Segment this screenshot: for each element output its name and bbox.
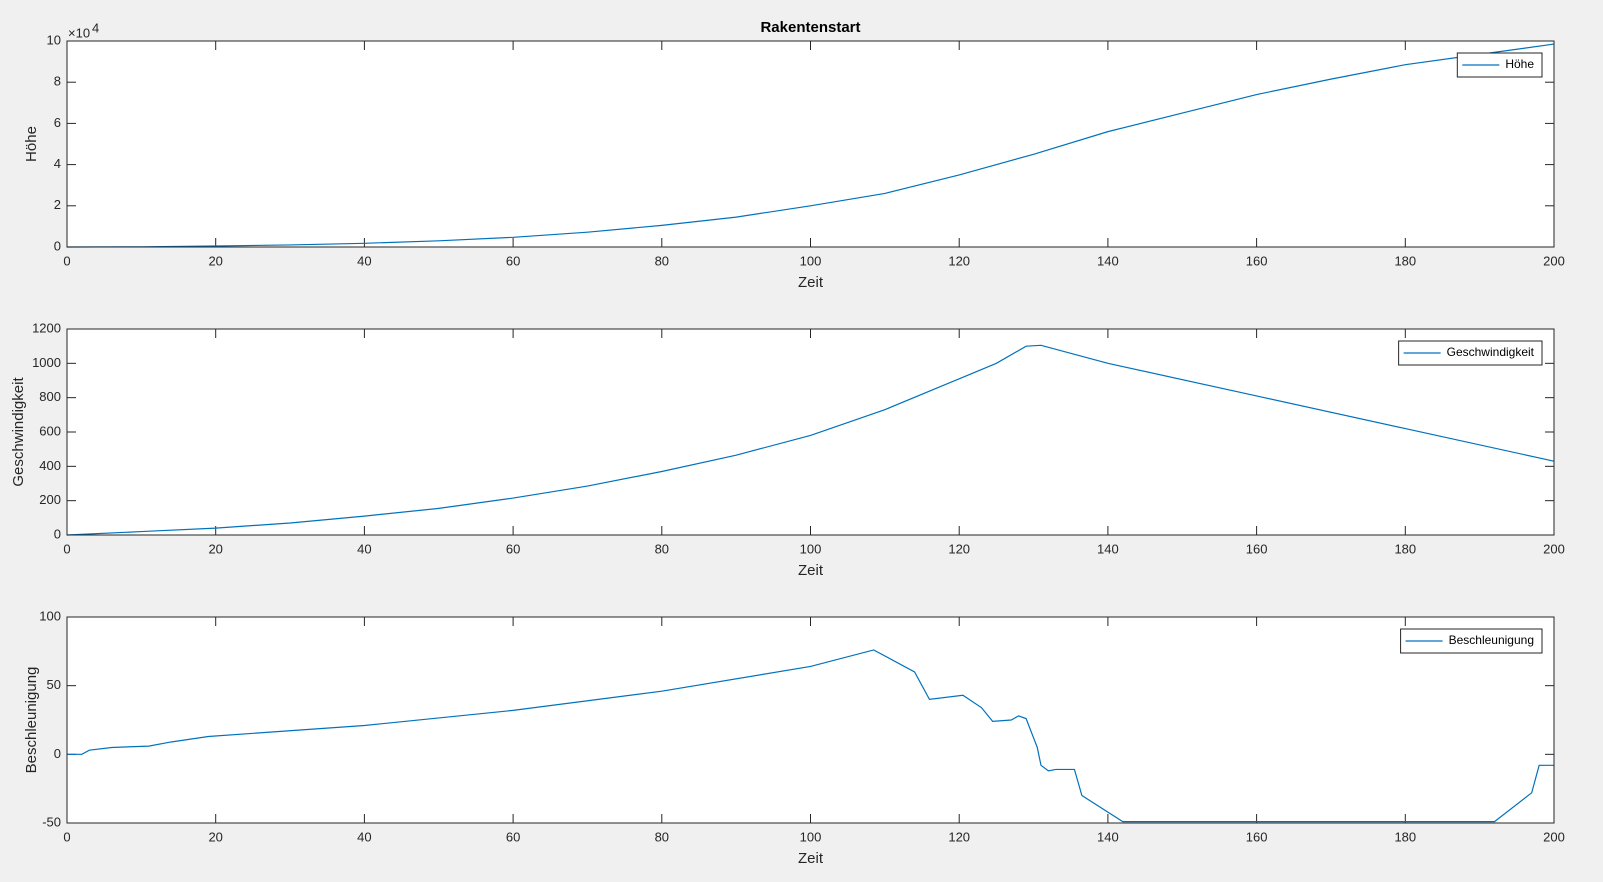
legend-label: Höhe [1505, 57, 1534, 71]
x-tick-label: 80 [655, 253, 669, 268]
y-tick-label: 0 [54, 746, 61, 761]
y-tick-label: 8 [54, 74, 61, 89]
x-tick-label: 0 [63, 253, 70, 268]
y-tick-label: 200 [39, 492, 61, 507]
x-tick-label: 140 [1097, 253, 1119, 268]
x-tick-label: 120 [948, 253, 970, 268]
data-line [66, 344, 1555, 536]
x-tick-label: 20 [208, 829, 222, 844]
x-tick-label: 120 [948, 829, 970, 844]
y-tick-label: -50 [42, 814, 61, 829]
x-tick-label: 200 [1543, 541, 1565, 556]
x-tick-label: 20 [208, 541, 222, 556]
y-tick-label: 50 [47, 677, 61, 692]
y-axis-label: Beschleunigung [23, 667, 40, 774]
x-tick-label: 140 [1097, 829, 1119, 844]
x-axis-label: Zeit [798, 562, 824, 579]
x-tick-label: 160 [1246, 541, 1268, 556]
x-tick-label: 140 [1097, 541, 1119, 556]
y-axis-label: Geschwindigkeit [10, 377, 27, 487]
x-tick-label: 200 [1543, 829, 1565, 844]
axes-box [66, 40, 1555, 248]
y-tick-label: 0 [54, 238, 61, 253]
x-tick-label: 200 [1543, 253, 1565, 268]
x-tick-label: 0 [63, 541, 70, 556]
axes-box [66, 328, 1555, 536]
axes-background [67, 329, 1554, 535]
y-axis-label: Höhe [23, 126, 40, 162]
y-tick-label: 600 [39, 423, 61, 438]
x-tick-label: 100 [800, 541, 822, 556]
x-tick-label: 180 [1394, 253, 1416, 268]
legend: Höhe [1456, 52, 1543, 78]
x-tick-label: 180 [1394, 541, 1416, 556]
x-tick-label: 100 [800, 253, 822, 268]
x-tick-label: 40 [357, 829, 371, 844]
x-tick-label: 40 [357, 253, 371, 268]
legend-label: Beschleunigung [1449, 633, 1534, 647]
y-exponent: 4 [92, 20, 99, 35]
x-tick-label: 80 [655, 541, 669, 556]
y-exponent-base: ×10 [68, 25, 90, 40]
y-tick-label: 1000 [32, 355, 61, 370]
x-tick-label: 0 [63, 829, 70, 844]
legend: Beschleunigung [1400, 628, 1543, 654]
x-tick-label: 20 [208, 253, 222, 268]
x-tick-label: 160 [1246, 253, 1268, 268]
data-line [66, 43, 1555, 248]
x-tick-label: 160 [1246, 829, 1268, 844]
y-tick-label: 6 [54, 115, 61, 130]
x-tick-label: 40 [357, 541, 371, 556]
y-tick-label: 4 [54, 156, 61, 171]
legend-label: Geschwindigkeit [1447, 345, 1535, 359]
x-axis-label: Zeit [798, 850, 824, 867]
y-tick-label: 400 [39, 458, 61, 473]
y-tick-label: 1200 [32, 320, 61, 335]
chart-title: Rakentenstart [760, 19, 860, 36]
y-tick-label: 100 [39, 608, 61, 623]
x-axis-label: Zeit [798, 274, 824, 291]
x-tick-label: 80 [655, 829, 669, 844]
axes-background [67, 617, 1554, 823]
x-tick-label: 100 [800, 829, 822, 844]
y-tick-label: 10 [47, 32, 61, 47]
x-tick-label: 60 [506, 253, 520, 268]
x-tick-label: 180 [1394, 829, 1416, 844]
y-tick-label: 2 [54, 197, 61, 212]
data-line [67, 649, 1554, 823]
axes-box [66, 616, 1555, 824]
x-tick-label: 60 [506, 541, 520, 556]
x-tick-label: 120 [948, 541, 970, 556]
y-tick-label: 0 [54, 526, 61, 541]
legend: Geschwindigkeit [1398, 340, 1543, 366]
axes-background [67, 41, 1554, 247]
y-tick-label: 800 [39, 389, 61, 404]
x-tick-label: 60 [506, 829, 520, 844]
